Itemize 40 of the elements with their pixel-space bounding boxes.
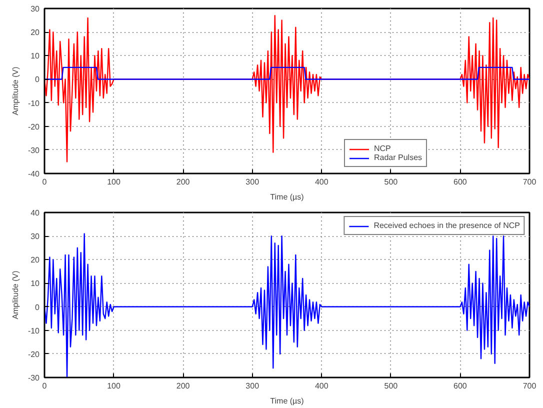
x-axis-title: Time (µs) xyxy=(270,396,304,406)
y-tick-label: -30 xyxy=(28,374,40,382)
x-tick-label: 600 xyxy=(454,382,468,390)
y-tick-label: 10 xyxy=(30,279,40,288)
y-tick-label: -40 xyxy=(28,170,40,178)
x-tick-label: 200 xyxy=(176,178,190,186)
x-tick-label: 0 xyxy=(42,178,48,186)
y-axis-title: Amplitude (V) xyxy=(10,66,20,116)
x-tick-label: 100 xyxy=(107,382,122,390)
x-axis-title: Time (µs) xyxy=(270,192,304,202)
y-tick-label: 0 xyxy=(35,302,40,312)
x-tick-label: 600 xyxy=(454,178,468,186)
y-tick-label: 30 xyxy=(30,232,40,242)
y-tick-label: 20 xyxy=(30,28,40,38)
text: Received echoes in the presence of NCP xyxy=(374,221,520,230)
y-tick-label: 10 xyxy=(30,52,40,61)
y-tick-label: 30 xyxy=(30,4,40,14)
y-tick-label: 40 xyxy=(30,208,40,218)
x-tick-label: 100 xyxy=(107,178,122,186)
legend-label: NCP xyxy=(374,144,392,153)
y-tick-label: -20 xyxy=(28,122,40,132)
y-tick-label: -10 xyxy=(28,326,40,336)
x-tick-label: 500 xyxy=(384,382,398,390)
x-tick-label: 400 xyxy=(314,382,329,390)
y-axis-title: Amplitude (V) xyxy=(10,270,20,320)
line-series xyxy=(44,14,530,162)
x-tick-label: 500 xyxy=(384,178,398,186)
y-tick-label: 0 xyxy=(35,75,40,84)
y-tick-label: 20 xyxy=(30,256,40,265)
x-tick-label: 300 xyxy=(246,178,260,186)
x-tick-label: 0 xyxy=(42,382,48,390)
x-tick-label: 700 xyxy=(522,178,537,186)
y-tick-label: -10 xyxy=(28,98,40,108)
x-tick-label: 700 xyxy=(522,382,537,390)
y-tick-label: -30 xyxy=(28,146,40,155)
x-tick-label: 300 xyxy=(246,382,260,390)
x-tick-label: 400 xyxy=(314,178,329,186)
legend-label: Radar Pulses xyxy=(374,153,422,162)
y-tick-label: -20 xyxy=(28,350,40,359)
x-tick-label: 200 xyxy=(176,382,190,390)
